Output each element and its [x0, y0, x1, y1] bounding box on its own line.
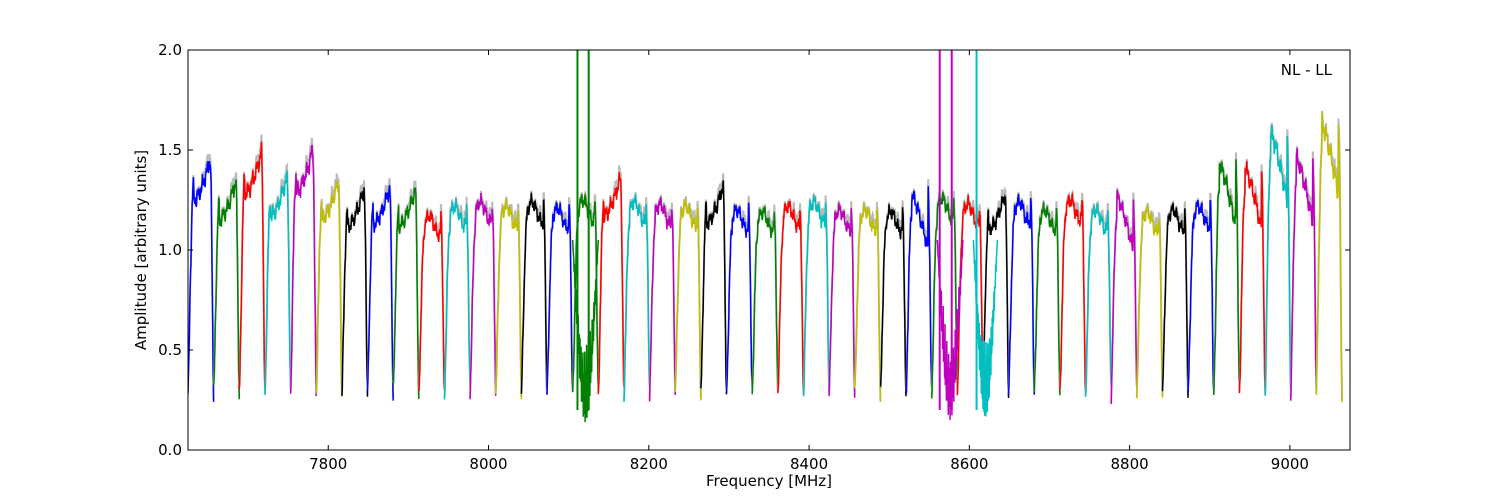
- subband-line: [956, 194, 984, 399]
- y-tick-label: 2.0: [158, 41, 182, 59]
- subband-line: [1033, 201, 1061, 396]
- subband-line: [1007, 193, 1036, 395]
- subband-line: [366, 185, 394, 401]
- subband-line: [597, 172, 625, 395]
- subband-line: [315, 180, 343, 397]
- subband-line: [212, 179, 241, 400]
- subband-line: [1161, 202, 1189, 398]
- subband-line: [700, 180, 728, 395]
- subband-line: [238, 141, 266, 390]
- subband-line: [1264, 124, 1292, 396]
- axis-ticks-group: 7800 8000 8200 8400 8600 8800 9000 0.0 0.5 1.0 1.5…: [158, 41, 1350, 473]
- subband-line: [188, 160, 215, 402]
- subband-line: [1084, 202, 1112, 397]
- subband-line: [546, 201, 574, 395]
- x-tick-label: 9000: [1271, 455, 1309, 473]
- subband-line: [341, 187, 369, 397]
- subband-line: [469, 192, 497, 400]
- subband-line: [853, 203, 882, 403]
- x-tick-label: 8000: [469, 455, 507, 473]
- x-tick-label: 7800: [309, 455, 347, 473]
- y-tick-label: 0.0: [158, 441, 182, 459]
- subband-line: [443, 198, 471, 400]
- x-tick-label: 8600: [950, 455, 988, 473]
- subband-line: [879, 204, 907, 397]
- plot-annotation: NL - LL: [1281, 61, 1333, 79]
- subband-line: [828, 202, 856, 398]
- subband-line: [1059, 191, 1087, 393]
- subband-line: [802, 194, 830, 397]
- subband-line: [1187, 199, 1215, 393]
- subband-line: [674, 198, 702, 401]
- subband-line: [264, 169, 292, 396]
- y-tick-label: 0.5: [158, 341, 182, 359]
- subband-line: [1289, 147, 1318, 401]
- x-axis-label: Frequency [MHz]: [706, 472, 832, 490]
- subband-line: [520, 192, 548, 395]
- subband-line: [494, 198, 523, 400]
- subband-line: [1136, 204, 1164, 399]
- subband-line: [982, 193, 1010, 398]
- x-tick-label: 8400: [790, 455, 828, 473]
- subband-line: [289, 144, 317, 397]
- subband-line: [1213, 159, 1241, 396]
- x-tick-label: 8200: [630, 455, 668, 473]
- subband-line: [725, 202, 753, 394]
- subband-line: [1238, 160, 1266, 394]
- subband-line: [905, 186, 933, 394]
- spectrum-series-group: [188, 50, 1343, 423]
- subband-line: [1315, 112, 1343, 403]
- subband-line: [392, 187, 420, 400]
- subband-line: [777, 200, 805, 395]
- subband-line: [623, 194, 651, 403]
- subband-line: [1110, 189, 1138, 405]
- x-tick-label: 8800: [1111, 455, 1149, 473]
- y-tick-label: 1.0: [158, 241, 182, 259]
- rfi-noise-line: [936, 239, 964, 420]
- subband-line: [648, 196, 676, 402]
- y-tick-label: 1.5: [158, 141, 182, 159]
- subband-line: [418, 209, 446, 392]
- subband-line: [751, 206, 779, 395]
- subband-line: [930, 191, 959, 399]
- y-axis-label: Amplitude [arbitrary units]: [132, 150, 150, 350]
